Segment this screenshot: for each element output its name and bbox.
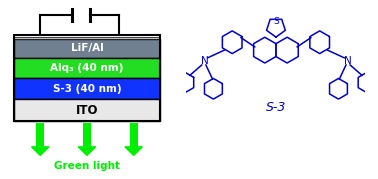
Text: S-3 (40 nm): S-3 (40 nm) <box>53 84 121 94</box>
Bar <box>83 123 91 147</box>
Bar <box>14 39 160 58</box>
Text: ITO: ITO <box>76 104 98 117</box>
Text: LiF/Al: LiF/Al <box>71 43 103 53</box>
Text: S: S <box>273 17 279 26</box>
Text: N: N <box>201 56 208 66</box>
Text: Alq₃ (40 nm): Alq₃ (40 nm) <box>50 63 124 73</box>
Bar <box>14 78 160 99</box>
Bar <box>14 35 160 121</box>
Bar <box>14 37 160 39</box>
Polygon shape <box>125 147 143 155</box>
Text: S-3: S-3 <box>266 101 286 114</box>
Bar <box>130 123 138 147</box>
Bar <box>36 123 44 147</box>
Polygon shape <box>78 147 96 155</box>
Bar <box>14 99 160 121</box>
Bar <box>14 58 160 78</box>
Text: N: N <box>344 56 351 66</box>
Text: Green light: Green light <box>54 161 120 171</box>
Polygon shape <box>31 147 49 155</box>
